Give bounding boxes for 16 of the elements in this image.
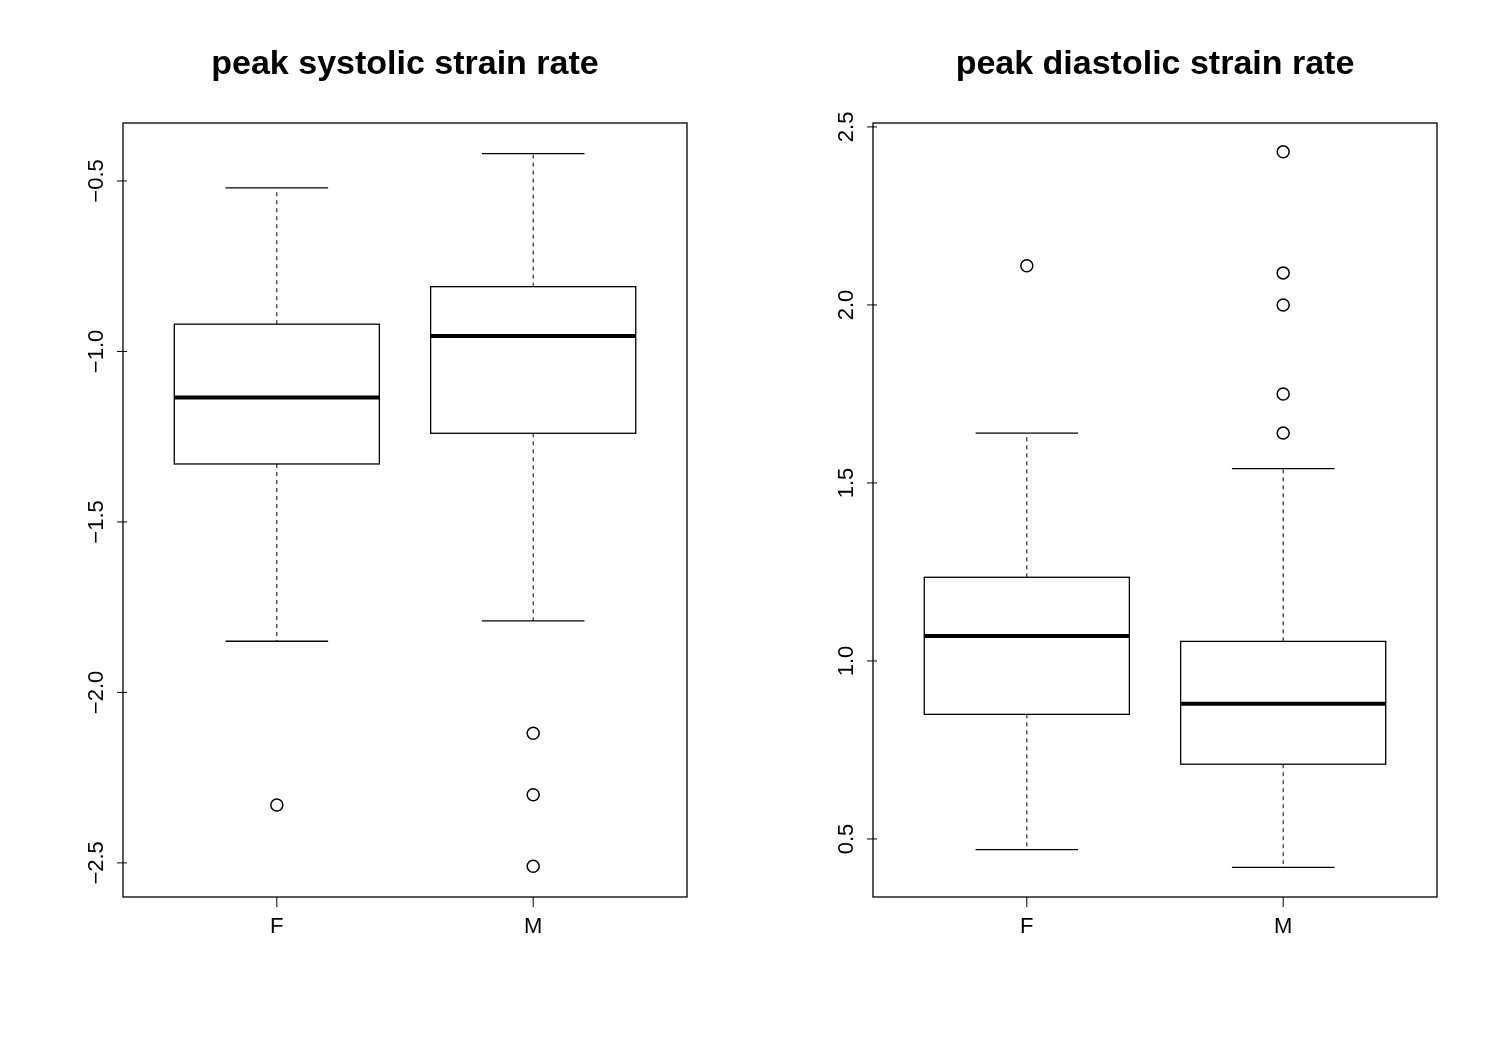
x-tick-label: M <box>524 912 543 938</box>
y-tick-label: 1.0 <box>833 645 858 677</box>
x-tick-label: M <box>1274 912 1293 938</box>
y-tick-label: 0.5 <box>833 823 858 855</box>
y-tick-label: 2.0 <box>833 289 858 321</box>
y-tick-label: −1.0 <box>83 329 108 374</box>
x-tick-label: F <box>1020 912 1034 938</box>
y-tick-label: −1.5 <box>83 500 108 544</box>
x-tick-label: F <box>270 912 284 938</box>
y-tick-label: 2.5 <box>833 111 858 143</box>
y-tick-label: −2.0 <box>83 670 108 715</box>
y-tick-label: 1.5 <box>833 467 858 499</box>
y-tick-label: −0.5 <box>83 159 108 203</box>
chart-title: peak diastolic strain rate <box>954 43 1356 82</box>
chart-title: peak systolic strain rate <box>210 43 600 82</box>
y-tick-label: −2.5 <box>83 841 108 885</box>
